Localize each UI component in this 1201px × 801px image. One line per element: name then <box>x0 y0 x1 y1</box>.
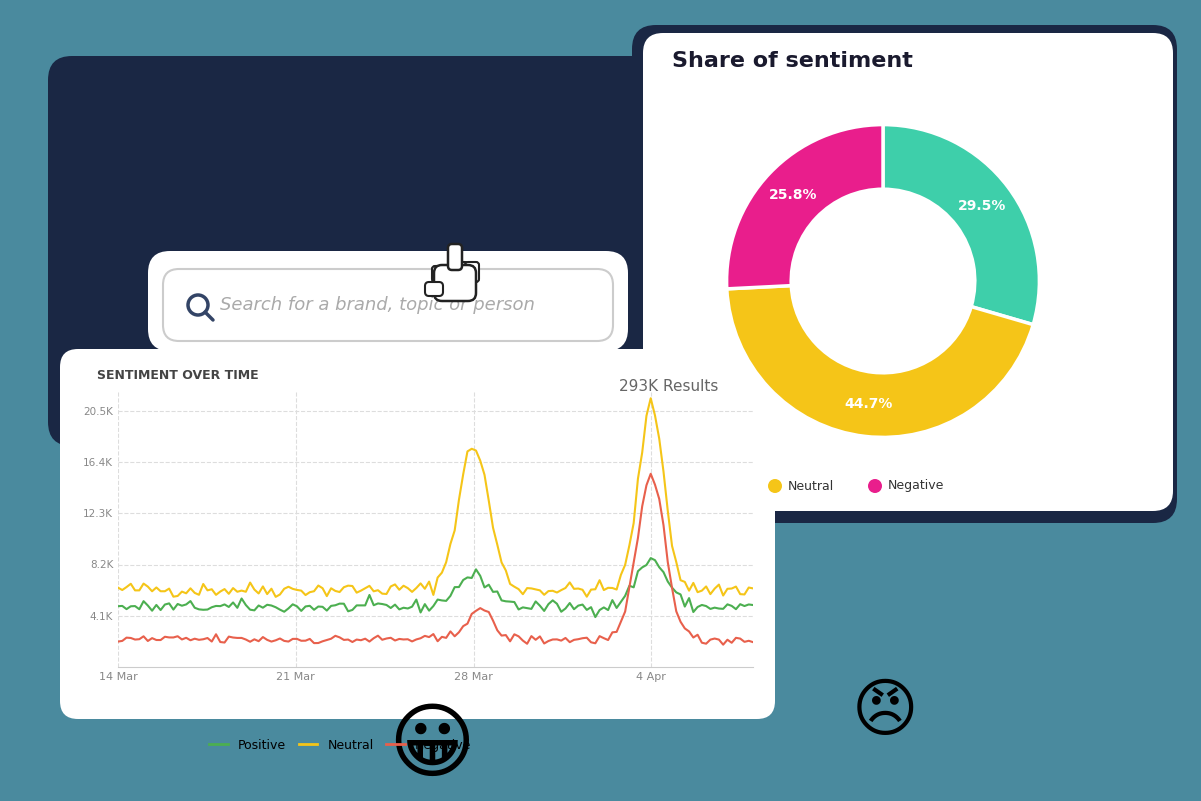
Text: 25.8%: 25.8% <box>769 188 818 203</box>
FancyBboxPatch shape <box>632 25 1177 523</box>
Text: Positive: Positive <box>688 480 736 493</box>
FancyBboxPatch shape <box>148 251 628 351</box>
Text: Neutral: Neutral <box>788 480 835 493</box>
FancyBboxPatch shape <box>448 244 462 270</box>
Text: Share of sentiment: Share of sentiment <box>673 51 913 71</box>
FancyBboxPatch shape <box>643 33 1173 511</box>
Text: 293K Results: 293K Results <box>619 379 718 394</box>
Text: 29.5%: 29.5% <box>958 199 1006 214</box>
Text: Negative: Negative <box>888 480 944 493</box>
FancyBboxPatch shape <box>434 265 476 301</box>
FancyBboxPatch shape <box>425 282 443 296</box>
FancyBboxPatch shape <box>454 262 468 282</box>
FancyBboxPatch shape <box>48 56 793 446</box>
Circle shape <box>868 479 882 493</box>
Text: 44.7%: 44.7% <box>844 397 892 411</box>
Text: 😠: 😠 <box>852 681 919 743</box>
FancyBboxPatch shape <box>432 266 446 282</box>
Circle shape <box>668 479 682 493</box>
Text: 😀: 😀 <box>388 706 474 787</box>
Circle shape <box>767 479 782 493</box>
Text: Search for a brand, topic or person: Search for a brand, topic or person <box>220 296 534 314</box>
FancyBboxPatch shape <box>465 262 479 282</box>
Wedge shape <box>727 286 1033 437</box>
Legend: Positive, Neutral, Negative: Positive, Neutral, Negative <box>204 734 477 757</box>
FancyBboxPatch shape <box>60 349 775 719</box>
Wedge shape <box>883 125 1039 324</box>
Wedge shape <box>727 125 883 289</box>
FancyBboxPatch shape <box>163 269 613 341</box>
Text: SENTIMENT OVER TIME: SENTIMENT OVER TIME <box>97 369 258 382</box>
